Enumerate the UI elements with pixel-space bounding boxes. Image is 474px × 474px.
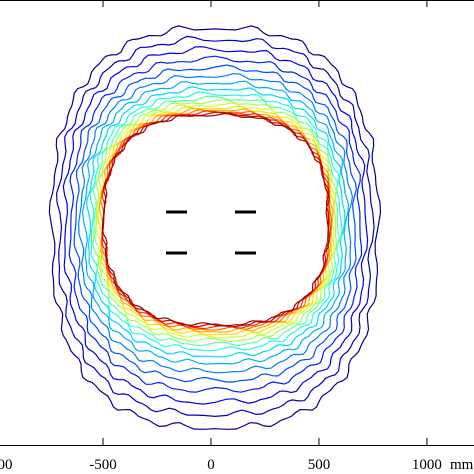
contours: [48, 25, 382, 430]
contour-line: [97, 105, 335, 336]
contour-line: [68, 55, 363, 393]
x-tick-label: -500: [89, 457, 117, 473]
x-tick-label: 500: [308, 457, 331, 473]
contour-line: [92, 95, 340, 347]
contour-line: [98, 108, 334, 333]
contour-line: [73, 64, 357, 383]
contour-line: [101, 111, 331, 328]
x-tick-label: 1000: [412, 457, 442, 473]
x-tick-label: 0: [207, 457, 215, 473]
contour-line: [101, 110, 332, 330]
contour-line: [99, 108, 333, 331]
contour-line: [62, 46, 369, 405]
contour-line: [85, 86, 346, 358]
x-axis-label: mm: [450, 457, 474, 473]
x-tick-label: -1000: [0, 457, 13, 473]
sensor-marks: [166, 210, 256, 255]
contour-line: [81, 80, 350, 365]
contour-line: [55, 35, 375, 418]
contour-line: [89, 91, 343, 352]
contour-line: [48, 25, 382, 430]
contour-line: [95, 102, 336, 339]
contour-line: [77, 72, 354, 374]
contour-line: [101, 112, 330, 327]
